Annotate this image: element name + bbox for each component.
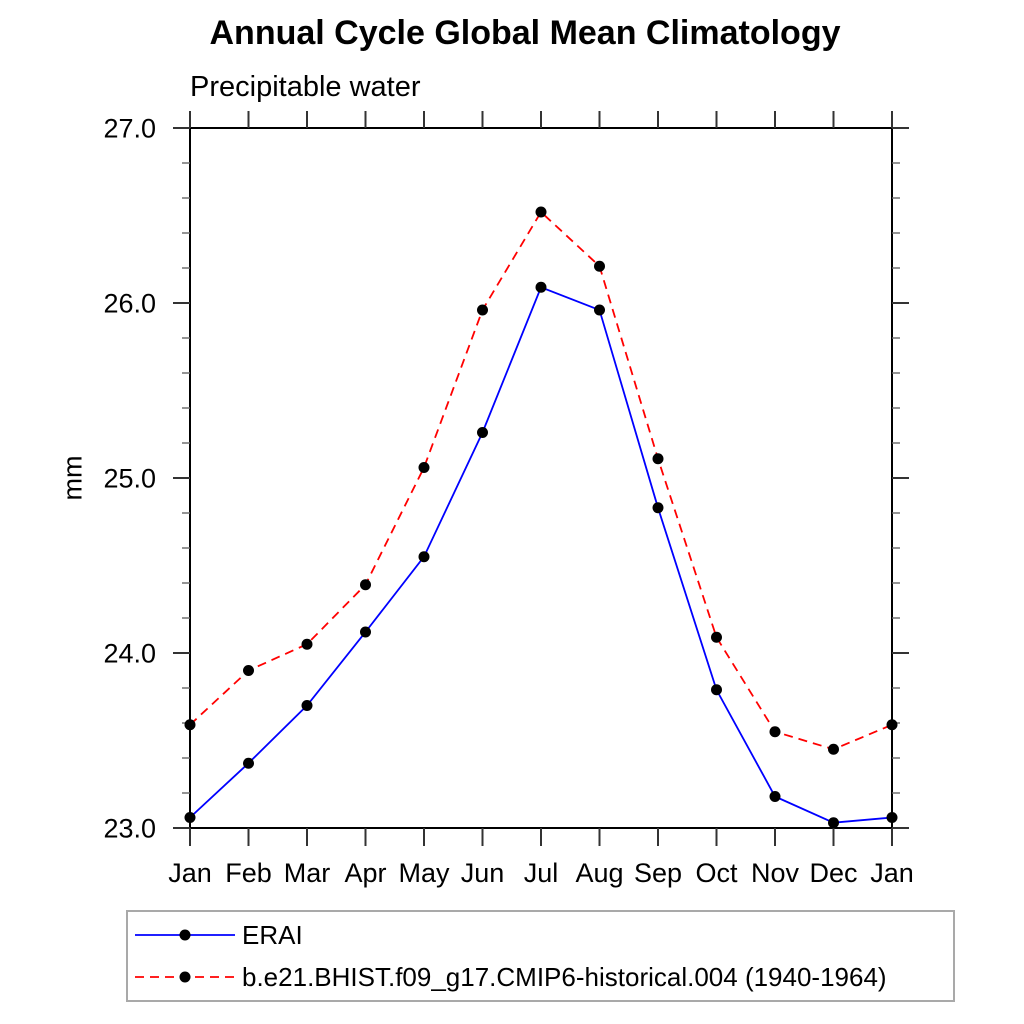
y-tick-label: 26.0 [103,288,156,318]
y-tick-label: 23.0 [103,813,156,843]
x-tick-label: Jun [461,858,505,888]
series-1-point [828,743,839,755]
x-tick-label: Apr [344,858,386,888]
series-0-point [301,700,313,711]
series-0-point [184,812,196,823]
series-1-point [184,719,196,731]
series-0-point [477,427,488,438]
x-tick-label: Dec [809,858,857,888]
series-0-line [189,286,893,824]
series-0-point [711,684,722,696]
series-1-point [769,726,781,738]
series-0-point [769,791,781,802]
x-tick-label: Feb [225,858,272,888]
y-tick-label: 27.0 [103,113,156,143]
series-0-point [594,304,605,316]
x-tick-label: Nov [751,858,800,888]
y-tick-label: 24.0 [103,638,156,668]
legend-label-erai: ERAI [242,919,303,950]
series-0-point [828,817,839,829]
series-0-point [243,757,254,769]
series-1-point [594,260,605,272]
legend-marker-dot [179,971,191,983]
legend: ERAI b.e21.BHIST.f09_g17.CMIP6-historica… [126,910,955,1002]
series-1-point [886,719,898,731]
legend-item-model: b.e21.BHIST.f09_g17.CMIP6-historical.004… [132,958,953,996]
x-tick-label: Oct [695,858,738,888]
series-1-point [360,579,371,591]
series-1-point [477,304,488,316]
chart-subtitle: Precipitable water [190,71,421,103]
legend-marker-dot [179,929,191,941]
y-tick-label: 25.0 [103,463,156,493]
x-tick-label: Jan [870,858,914,888]
x-tick-label: Aug [575,858,623,888]
series-0-point [652,502,664,514]
legend-item-erai: ERAI [132,916,953,954]
series-1-point [301,638,313,650]
series-0-point [360,626,371,638]
x-tick-label: Jan [168,858,212,888]
series-1-point [711,631,722,643]
plot-frame [189,127,893,829]
x-tick-label: Sep [634,858,682,888]
series-0-point [886,812,898,823]
x-tick-label: Mar [284,858,331,888]
series-0-point [535,281,547,293]
series-1-point [652,453,664,465]
x-tick-label: Jul [524,858,559,888]
x-tick-label: May [398,858,450,888]
series-0-point [418,551,430,563]
chart-title: Annual Cycle Global Mean Climatology [209,14,841,52]
legend-sample-solid-line [135,929,235,941]
series-1-point [535,206,547,218]
legend-sample-dashed-line [135,971,235,983]
legend-label-model: b.e21.BHIST.f09_g17.CMIP6-historical.004… [242,961,887,992]
series-1-point [418,462,430,473]
series-1-point [243,665,254,676]
